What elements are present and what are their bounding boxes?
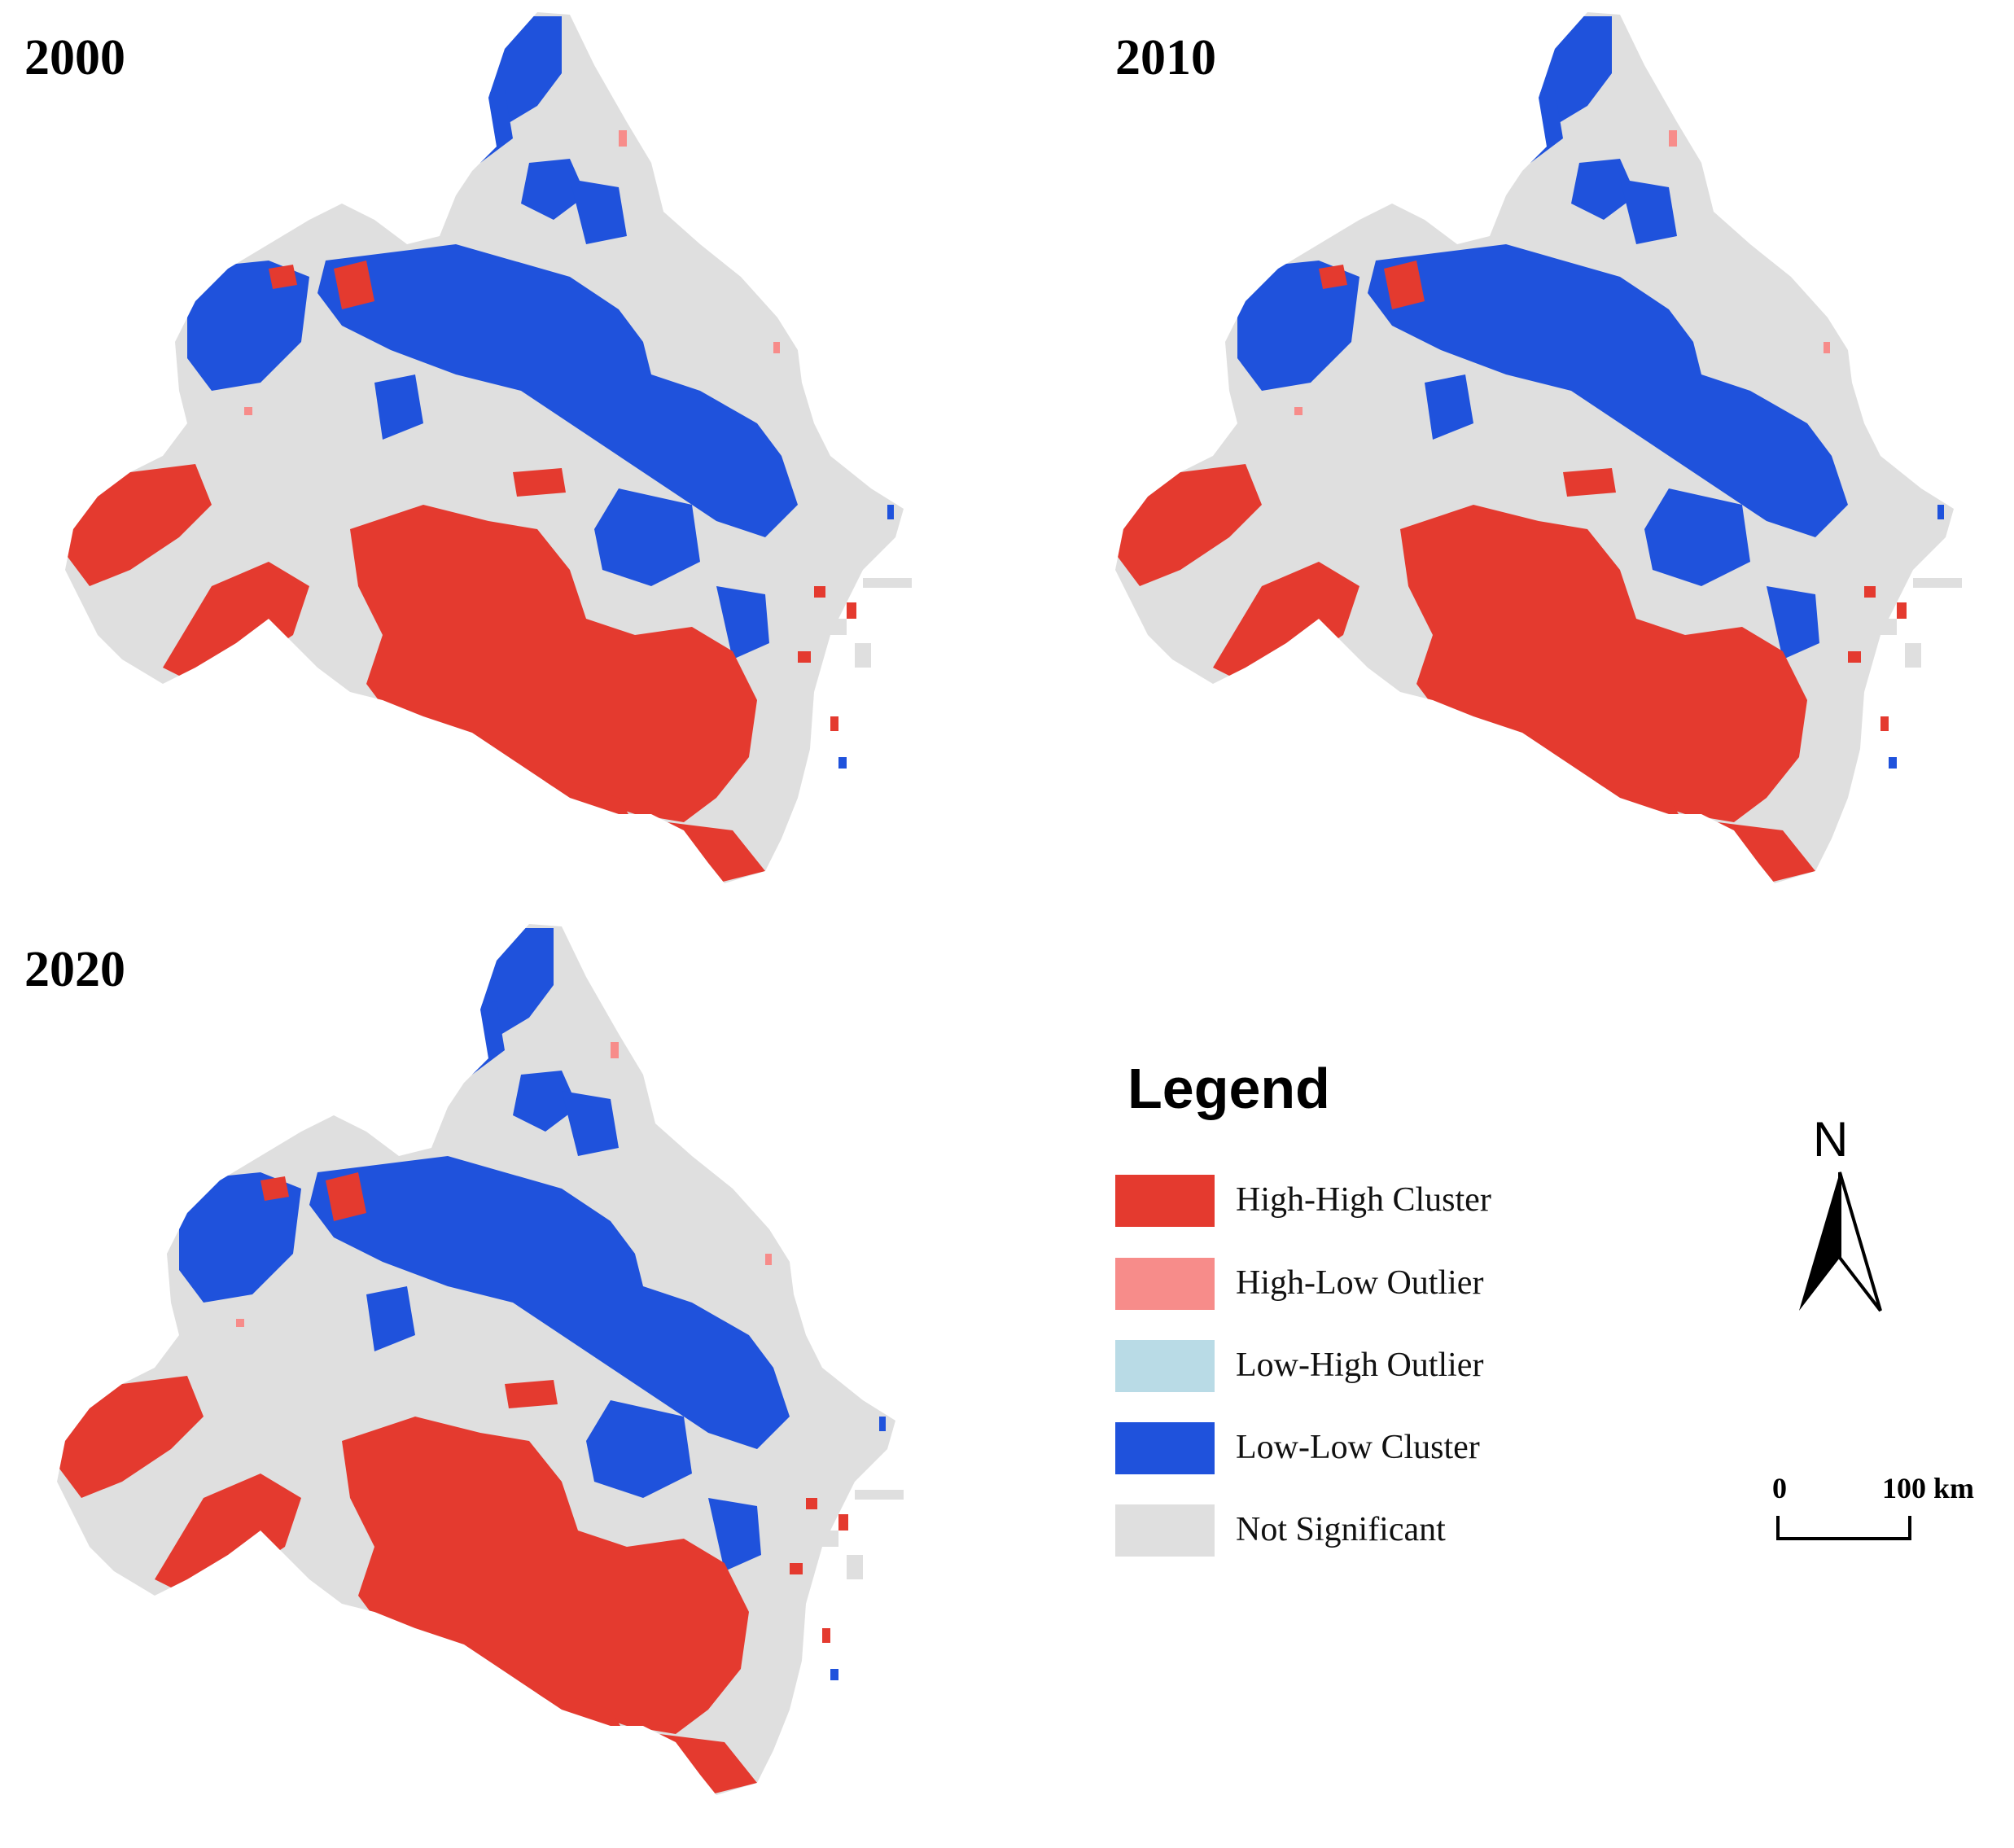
legend-title: Legend	[1127, 1057, 1330, 1120]
legend-item-not-significant: Not Significant	[1115, 1504, 1571, 1557]
legend-label: Low-High Outlier	[1236, 1347, 1484, 1384]
legend-swatch	[1115, 1258, 1215, 1310]
map-title-2020: 2020	[24, 942, 125, 997]
legend-item-low-high: Low-High Outlier	[1115, 1340, 1571, 1392]
legend-swatch	[1115, 1504, 1215, 1557]
legend-item-low-low: Low-Low Cluster	[1115, 1422, 1571, 1474]
map-2000	[65, 12, 912, 883]
legend-label: High-High Cluster	[1236, 1181, 1491, 1219]
scale-bar	[1776, 1516, 1911, 1540]
map-title-2000: 2000	[24, 30, 125, 85]
map-2010	[1115, 12, 1962, 883]
legend-label: High-Low Outlier	[1236, 1264, 1484, 1302]
legend-label: Not Significant	[1236, 1511, 1446, 1548]
north-arrow-icon	[1799, 1171, 1882, 1312]
scale-start-label: 0	[1772, 1472, 1787, 1504]
legend-swatch	[1115, 1175, 1215, 1227]
map-title-2010: 2010	[1115, 30, 1216, 85]
north-arrow-label: N	[1813, 1112, 1849, 1167]
scale-end-label: 100 km	[1882, 1472, 1975, 1504]
map-2020	[57, 924, 904, 1795]
legend-item-high-low: High-Low Outlier	[1115, 1258, 1571, 1310]
legend-swatch	[1115, 1340, 1215, 1392]
legend-item-high-high: High-High Cluster	[1115, 1175, 1571, 1227]
legend-swatch	[1115, 1422, 1215, 1474]
legend-label: Low-Low Cluster	[1236, 1429, 1480, 1466]
